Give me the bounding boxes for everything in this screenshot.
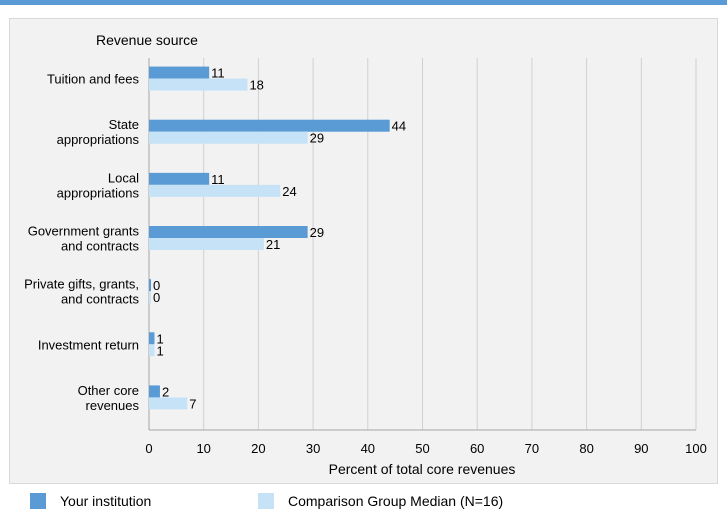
legend-swatch-your-institution xyxy=(30,493,46,509)
bar-comparison-median xyxy=(149,238,264,250)
data-label: 44 xyxy=(392,119,406,134)
x-tick-label: 10 xyxy=(196,441,210,456)
bar-your-institution xyxy=(149,385,160,398)
x-tick-label: 40 xyxy=(361,441,375,456)
x-tick-label: 30 xyxy=(306,441,320,456)
bar-comparison-median xyxy=(149,78,248,91)
category-label: revenues xyxy=(86,398,140,413)
header-rule xyxy=(0,0,727,5)
bar-your-institution xyxy=(149,226,308,238)
bar-your-institution xyxy=(149,332,155,345)
x-tick-label: 0 xyxy=(145,441,152,456)
x-tick-label: 70 xyxy=(525,441,539,456)
data-label: 29 xyxy=(310,225,324,240)
data-label: 11 xyxy=(211,172,225,187)
legend-label-your-institution: Your institution xyxy=(60,493,152,509)
bar-comparison-median xyxy=(149,184,281,197)
x-tick-label: 50 xyxy=(415,441,429,456)
bars xyxy=(149,66,390,410)
data-label: 0 xyxy=(153,290,160,305)
chart-panel xyxy=(9,18,718,484)
bar-your-institution xyxy=(149,119,390,132)
category-label: State xyxy=(109,117,139,132)
bar-your-institution xyxy=(149,66,210,79)
data-label: 29 xyxy=(310,131,324,146)
category-label: and contracts xyxy=(61,239,140,254)
data-label: 7 xyxy=(189,396,196,411)
category-label: Other core xyxy=(78,383,139,398)
category-label: and contracts xyxy=(61,292,140,307)
bar-your-institution xyxy=(149,279,151,292)
data-label: 18 xyxy=(249,78,263,93)
legend-swatch-comparison-median xyxy=(258,493,274,509)
bar-comparison-median xyxy=(149,344,155,357)
data-label: 0 xyxy=(153,278,160,293)
legend: Your institution Comparison Group Median… xyxy=(30,493,720,513)
category-axis-title: Revenue source xyxy=(96,32,198,48)
legend-item-comparison-median: Comparison Group Median (N=16) xyxy=(258,493,503,509)
bar-comparison-median xyxy=(149,131,308,144)
category-label: Private gifts, grants, xyxy=(24,277,139,292)
bar-comparison-median xyxy=(149,291,151,304)
x-tick-label: 90 xyxy=(634,441,648,456)
bar-comparison-median xyxy=(149,397,188,410)
category-label: Government grants xyxy=(28,224,140,239)
legend-label-comparison-median: Comparison Group Median (N=16) xyxy=(288,493,504,509)
category-label: Tuition and fees xyxy=(47,72,140,87)
data-label: 1 xyxy=(156,343,163,358)
data-label: 1 xyxy=(156,331,163,346)
data-label: 2 xyxy=(162,384,169,399)
x-tick-label: 60 xyxy=(470,441,484,456)
data-label: 21 xyxy=(266,237,280,252)
x-axis-title: Percent of total core revenues xyxy=(329,461,516,477)
x-tick-label: 80 xyxy=(579,441,593,456)
data-label: 24 xyxy=(282,184,296,199)
bar-your-institution xyxy=(149,172,210,185)
category-label: appropriations xyxy=(57,185,140,200)
x-tick-label: 100 xyxy=(685,441,707,456)
category-label: appropriations xyxy=(57,132,140,147)
category-label: Local xyxy=(108,170,139,185)
x-tick-label: 20 xyxy=(251,441,265,456)
legend-item-your-institution: Your institution xyxy=(30,493,151,509)
category-label: Investment return xyxy=(38,337,139,352)
data-label: 11 xyxy=(211,66,225,81)
